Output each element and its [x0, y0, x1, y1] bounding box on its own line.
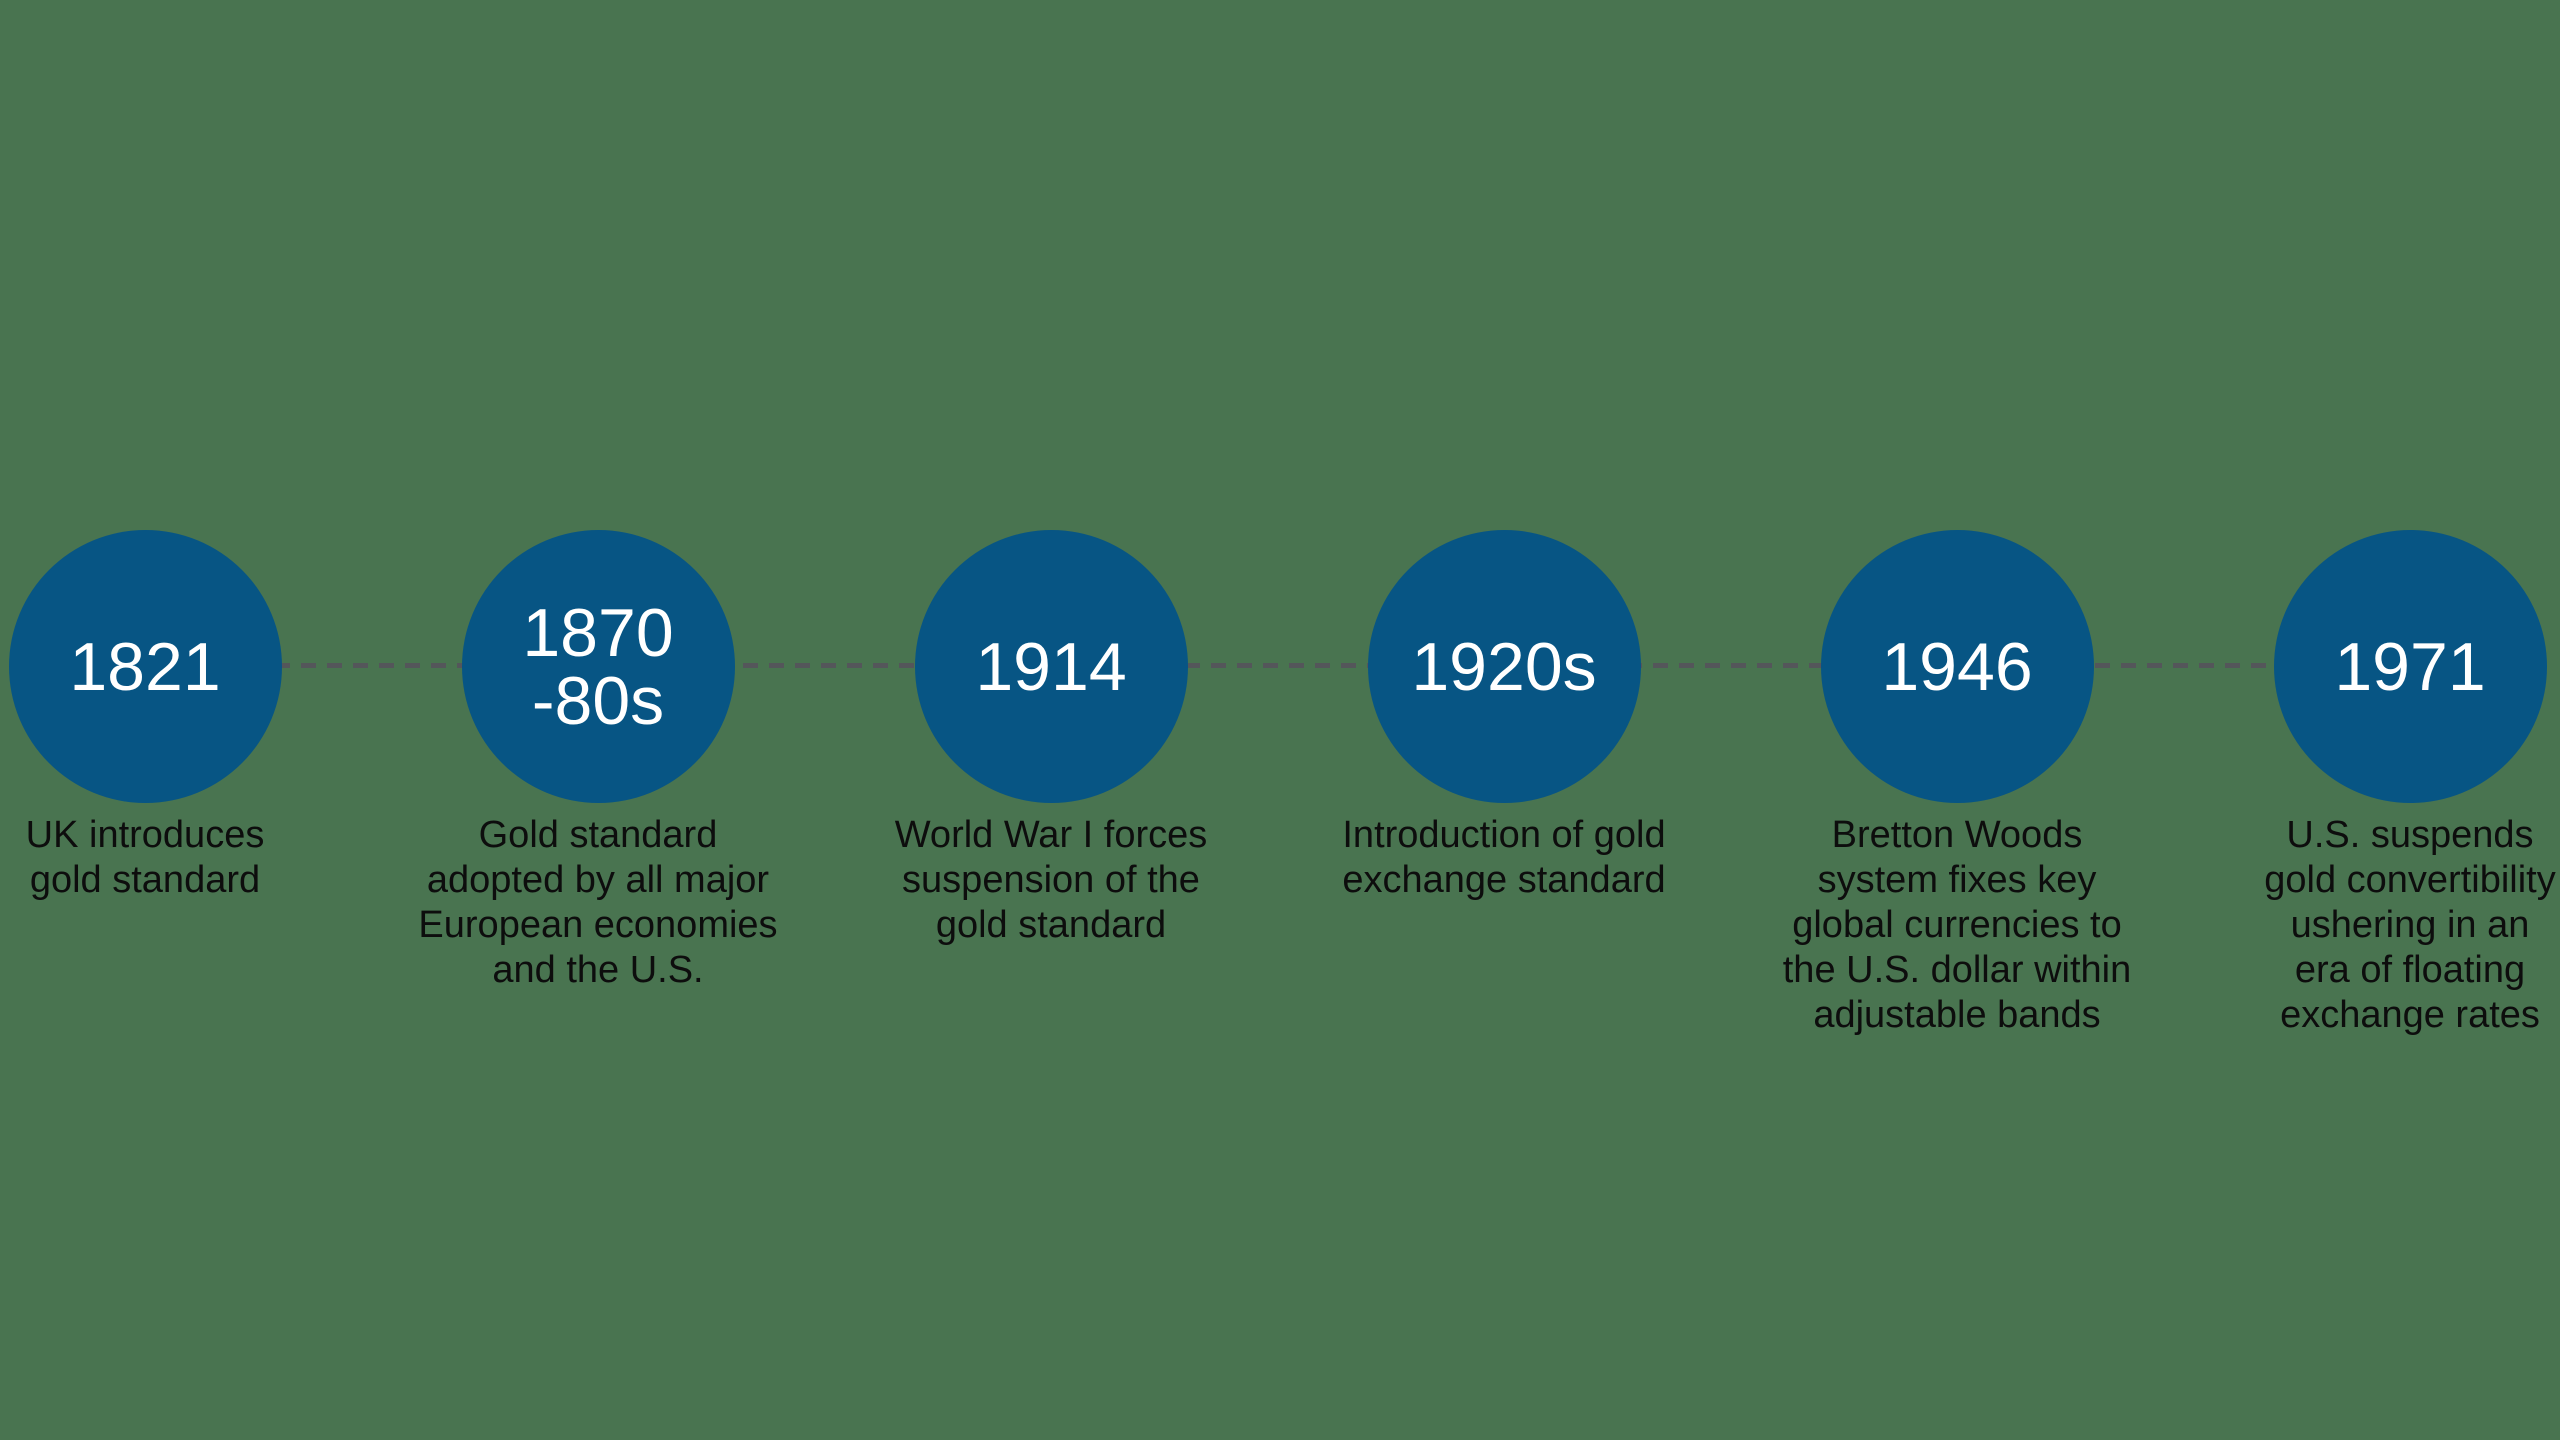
timeline-event: 1914 World War I forces suspension of th…	[831, 530, 1271, 948]
event-year: 1821	[69, 628, 221, 705]
timeline-event: 1920s Introduction of gold exchange stan…	[1284, 530, 1724, 903]
event-year: 1971	[2334, 628, 2486, 705]
timeline-event: 1870 -80s Gold standard adopted by all m…	[378, 530, 818, 993]
event-description: U.S. suspends gold convertibility usheri…	[2264, 814, 2556, 1036]
event-year: 1946	[1881, 628, 2033, 705]
event-description: UK introduces gold standard	[25, 814, 265, 901]
event-description: Bretton Woods system fixes key global cu…	[1782, 814, 2132, 1036]
event-year: 1914	[975, 628, 1127, 705]
timeline-node-circle: 1971	[2273, 530, 2547, 803]
timeline-node-circle: 1946	[1820, 530, 2094, 803]
event-description: Gold standard adopted by all major Europ…	[418, 814, 778, 991]
timeline-node-circle: 1914	[914, 530, 1188, 803]
event-description: Introduction of gold exchange standard	[1342, 814, 1666, 901]
timeline-node-circle: 1821	[8, 530, 282, 803]
timeline-node-circle: 1920s	[1367, 530, 1641, 803]
event-year: 1920s	[1411, 628, 1597, 705]
timeline-node-circle: 1870 -80s	[461, 530, 735, 803]
timeline-event: 1821 UK introduces gold standard	[0, 530, 365, 903]
event-description: World War I forces suspension of the gol…	[894, 814, 1208, 946]
event-year: 1870 -80s	[522, 594, 674, 739]
timeline-event: 1971 U.S. suspends gold convertibility u…	[2190, 530, 2560, 1038]
timeline-dashed-connector	[145, 663, 2410, 668]
timeline-event: 1946 Bretton Woods system fixes key glob…	[1737, 530, 2177, 1038]
